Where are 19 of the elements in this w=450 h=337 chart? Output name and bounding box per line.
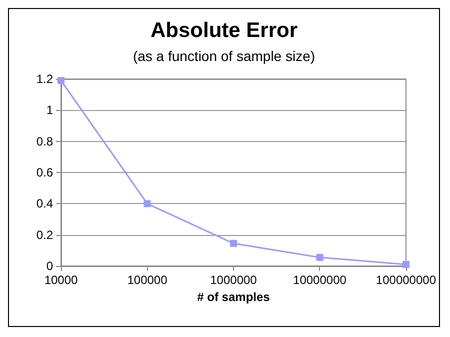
point xyxy=(230,240,237,247)
x-tick-label: 10000000 xyxy=(293,273,347,287)
point xyxy=(144,200,151,208)
x-tick-label: 100000 xyxy=(127,273,168,287)
y-tick-label: 0.8 xyxy=(36,134,54,148)
chart-title: Absolute Error xyxy=(150,19,298,42)
point xyxy=(402,260,410,268)
x-axis-title: # of samples xyxy=(197,290,270,304)
point xyxy=(316,254,324,261)
y-tick-label: 1.2 xyxy=(36,72,54,86)
x-tick-label: 100000000 xyxy=(376,273,436,287)
x-tick-label: 10000 xyxy=(44,273,78,287)
y-tick-label: 0.4 xyxy=(36,196,54,211)
chart-subtitle: (as a function of sample size) xyxy=(132,48,316,64)
y-tick-label: 1 xyxy=(46,103,54,118)
y-tick-label: 0 xyxy=(46,259,54,273)
y-tick-label: 0.2 xyxy=(36,228,54,242)
x-tick-label: 1000000 xyxy=(210,273,258,287)
y-tick-label: 0.6 xyxy=(36,166,54,180)
